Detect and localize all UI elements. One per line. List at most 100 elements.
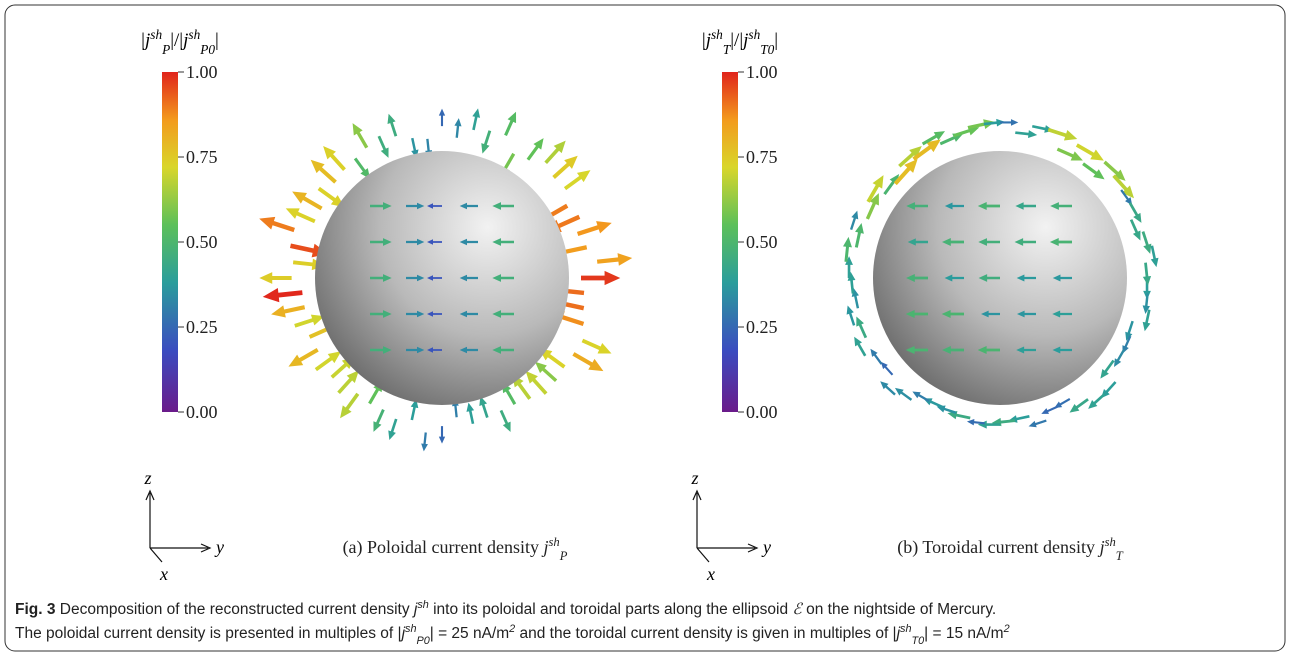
field-arrow <box>439 426 445 444</box>
field-arrow <box>572 352 603 371</box>
field-arrow <box>1142 231 1152 254</box>
text-segment: Decomposition of the reconstructed curre… <box>55 601 413 618</box>
text-segment: sh <box>150 27 162 42</box>
text-segment: sh <box>188 27 200 42</box>
text-segment: j <box>542 537 549 557</box>
field-arrow <box>1088 393 1105 409</box>
text-segment: T0 <box>912 635 925 647</box>
field-arrow <box>504 112 516 136</box>
axis-arrowheads <box>146 491 210 552</box>
figure: |jshP|/|jshP0|0.000.250.500.751.00zyx(a)… <box>0 0 1290 658</box>
field-arrow <box>1143 309 1151 331</box>
colorbar-tick-label: 0.00 <box>746 402 778 422</box>
text-segment: 2 <box>1003 623 1010 635</box>
field-arrow <box>259 217 295 232</box>
field-arrow <box>271 305 305 317</box>
text-segment: and the toroidal current density is give… <box>515 625 896 642</box>
colorbar <box>162 72 178 412</box>
field-arrow <box>895 388 912 401</box>
field-arrow <box>288 348 318 367</box>
field-arrow <box>1100 360 1114 379</box>
text-segment: j <box>1098 537 1105 557</box>
vector-field <box>843 119 1158 429</box>
field-arrow <box>286 208 316 223</box>
colorbar-title: |jshT|/|jshT0| <box>702 27 778 57</box>
text-segment: | <box>215 30 219 51</box>
field-arrow <box>544 141 565 164</box>
field-arrow <box>1114 349 1125 367</box>
field-arrow <box>1130 219 1141 240</box>
text-segment: (a) Poloidal current density <box>343 537 544 558</box>
field-arrow <box>481 130 491 153</box>
field-arrow <box>564 170 591 190</box>
text-segment: (b) Toroidal current density <box>897 537 1099 558</box>
text-segment: | <box>774 30 778 51</box>
colorbar <box>722 72 738 412</box>
text-segment: T0 <box>760 42 774 57</box>
field-arrow <box>323 146 346 171</box>
field-arrow <box>421 432 428 451</box>
field-arrow <box>843 237 852 262</box>
field-arrow <box>552 156 577 179</box>
panel-b: |jshT|/|jshT0|0.000.250.500.751.00zyx(b)… <box>690 27 1158 585</box>
field-arrow <box>472 108 480 130</box>
field-arrow <box>881 362 894 376</box>
field-arrow <box>378 136 389 158</box>
colorbar-tick-label: 1.00 <box>186 62 218 82</box>
field-arrow <box>597 253 632 266</box>
axis-label: z <box>143 468 151 488</box>
field-arrow <box>353 123 369 148</box>
colorbar-tick-label: 0.50 <box>186 232 218 252</box>
text-segment: on the nightside of Mercury. <box>802 601 996 618</box>
text-segment: |/| <box>730 30 743 51</box>
text-segment: | = 15 nA/m <box>924 625 1003 642</box>
text-segment: |/| <box>170 30 183 51</box>
text-segment: 2 <box>508 623 515 635</box>
field-arrow <box>1000 119 1018 126</box>
text-segment: P <box>559 549 568 563</box>
text-segment: sh <box>711 27 723 42</box>
field-arrow <box>1057 148 1083 161</box>
field-arrow <box>577 221 612 236</box>
field-arrow <box>1143 263 1151 286</box>
field-arrow <box>388 419 397 440</box>
colorbar-tick-label: 0.50 <box>746 232 778 252</box>
field-arrow <box>854 337 866 357</box>
field-arrow <box>466 403 474 424</box>
text-segment: T <box>1116 549 1124 563</box>
axis-label: y <box>761 537 771 557</box>
colorbar-tick-label: 0.75 <box>746 147 778 167</box>
field-arrow <box>1151 245 1159 267</box>
text-segment: P0 <box>199 42 215 57</box>
field-arrow <box>340 393 359 419</box>
axis-triad <box>150 493 208 562</box>
field-arrow <box>850 211 858 230</box>
field-arrow <box>1015 130 1037 138</box>
colorbar-tick-label: 0.00 <box>186 402 218 422</box>
text-segment: sh <box>405 623 416 635</box>
colorbar-title: |jshP|/|jshP0| <box>141 27 219 57</box>
panel-a: |jshP|/|jshP0|0.000.250.500.751.00zyx(a)… <box>141 27 632 585</box>
figure-caption-line: The poloidal current density is presente… <box>15 623 1010 647</box>
colorbar-tick-label: 0.25 <box>186 317 218 337</box>
field-arrow <box>500 410 511 432</box>
field-arrow <box>855 223 864 248</box>
field-arrow <box>439 109 445 127</box>
field-arrow <box>953 126 979 137</box>
field-arrow <box>259 272 291 284</box>
field-arrow <box>1129 202 1142 223</box>
axis-label: z <box>690 468 698 488</box>
field-arrow <box>454 118 461 138</box>
field-arrow <box>912 391 929 402</box>
field-arrow <box>479 396 488 418</box>
field-arrow <box>535 362 557 382</box>
text-segment: The poloidal current density is presente… <box>15 625 402 642</box>
text-segment: into its poloidal and toroidal parts alo… <box>429 601 793 618</box>
colorbar-tick-label: 1.00 <box>746 62 778 82</box>
field-arrow <box>388 114 398 137</box>
panel-caption: (b) Toroidal current density jshT <box>897 535 1124 563</box>
text-segment: P0 <box>416 635 429 647</box>
field-arrow <box>526 371 548 395</box>
axis-label: y <box>214 537 224 557</box>
axis-arrowheads <box>693 491 757 552</box>
